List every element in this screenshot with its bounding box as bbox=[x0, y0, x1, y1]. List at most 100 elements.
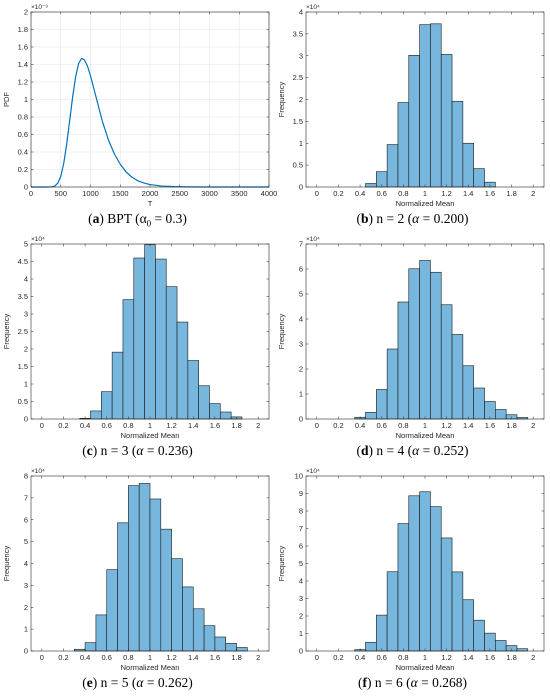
y-tick-label: 9 bbox=[299, 489, 303, 498]
histogram-bar bbox=[386, 144, 399, 188]
y-tick-label: 7 bbox=[24, 493, 28, 502]
x-tick-label: 1.2 bbox=[441, 653, 451, 662]
x-tick-label: 1 bbox=[148, 421, 152, 430]
histogram-bar bbox=[473, 168, 485, 188]
histogram-bar bbox=[462, 365, 474, 420]
x-tick-label: 0.6 bbox=[377, 653, 387, 662]
y-tick-label: 4 bbox=[299, 315, 303, 324]
histogram-bar bbox=[397, 102, 410, 188]
x-axis-label: Normalized Mean bbox=[396, 663, 455, 672]
x-tick-label: 2 bbox=[531, 189, 535, 198]
y-tick-label: 0 bbox=[24, 415, 28, 424]
histogram-bar bbox=[128, 485, 140, 652]
y-tick-label: 0.5 bbox=[18, 397, 28, 406]
histogram-bar bbox=[84, 642, 97, 652]
histogram-bar bbox=[430, 271, 442, 420]
histogram-bar bbox=[440, 54, 453, 188]
histogram-bar bbox=[451, 571, 464, 652]
y-tick-label: 3 bbox=[299, 51, 303, 60]
y-tick-label: 4 bbox=[299, 577, 303, 586]
y-tick-label: 5 bbox=[24, 240, 28, 249]
x-axis-label: Normalized Mean bbox=[396, 199, 455, 208]
histogram-bar bbox=[101, 391, 113, 420]
histogram-bar bbox=[473, 387, 485, 420]
histogram-bar bbox=[220, 411, 232, 420]
y-tick-label: 2.5 bbox=[18, 327, 28, 336]
histogram-bar bbox=[386, 348, 399, 420]
x-tick-label: 2000 bbox=[142, 189, 159, 198]
x-tick-label: 0.8 bbox=[398, 189, 408, 198]
histogram-bar bbox=[473, 619, 485, 652]
y-tick-label: 0.2 bbox=[18, 165, 28, 174]
histogram-bar bbox=[440, 304, 453, 420]
x-tick-label: 0.4 bbox=[355, 653, 365, 662]
histogram-bar bbox=[451, 100, 464, 188]
y-tick-label: 0.4 bbox=[18, 148, 28, 157]
y-tick-label: 1 bbox=[24, 625, 28, 634]
histogram-bar bbox=[155, 258, 167, 420]
histogram-bar bbox=[516, 648, 529, 652]
histogram-bar bbox=[365, 641, 377, 652]
y-exponent-label: ×10⁻³ bbox=[31, 4, 48, 11]
y-tick-label: 1 bbox=[299, 139, 303, 148]
y-tick-label: 8 bbox=[24, 472, 28, 481]
histogram-bar bbox=[111, 351, 124, 420]
y-tick-label: 10 bbox=[295, 472, 303, 481]
x-tick-label: 2 bbox=[531, 653, 535, 662]
x-tick-label: 1.2 bbox=[441, 421, 451, 430]
histogram-bar bbox=[376, 389, 388, 420]
histogram-bar bbox=[408, 495, 420, 652]
panel-e: 0 0.2 0.4 0.6 0.8 1 1.2 1.4 1.6 1.8 2 0 1 2 3 4 5 6 7 8 ×10⁴… bbox=[0, 464, 275, 697]
y-exponent-label: ×10⁴ bbox=[31, 236, 45, 243]
histogram-bar bbox=[187, 360, 199, 420]
histogram-bar bbox=[365, 411, 377, 420]
y-tick-label: 1.4 bbox=[18, 60, 28, 69]
x-tick-label: 0 bbox=[315, 189, 319, 198]
x-tick-label: 1.6 bbox=[210, 421, 220, 430]
y-tick-label: 0 bbox=[24, 183, 28, 192]
histogram-bar bbox=[419, 491, 431, 652]
x-tick-label: 2500 bbox=[171, 189, 188, 198]
x-tick-label: 0.6 bbox=[377, 189, 387, 198]
y-axis-label: PDF bbox=[2, 92, 11, 107]
x-tick-label: 0 bbox=[315, 653, 319, 662]
histogram-bar bbox=[133, 257, 145, 420]
y-axis-label: Frequency bbox=[2, 314, 11, 350]
histogram-bar bbox=[462, 142, 474, 188]
y-exponent-label: ×10⁴ bbox=[306, 468, 320, 475]
x-tick-label: 0.6 bbox=[102, 421, 112, 430]
x-tick-label: 0 bbox=[40, 653, 44, 662]
x-tick-label: 1.6 bbox=[210, 653, 220, 662]
pdf-curve bbox=[31, 57, 269, 188]
histogram-bar bbox=[365, 183, 377, 188]
x-tick-label: 1.4 bbox=[463, 653, 473, 662]
y-tick-label: 6 bbox=[299, 265, 303, 274]
x-tick-label: 1.4 bbox=[188, 653, 198, 662]
y-tick-label: 1 bbox=[299, 390, 303, 399]
y-tick-label: 1 bbox=[24, 380, 28, 389]
y-tick-label: 0.8 bbox=[18, 113, 28, 122]
histogram-bar bbox=[386, 571, 399, 652]
y-tick-label: 1.5 bbox=[18, 362, 28, 371]
y-tick-label: 8 bbox=[299, 507, 303, 516]
histogram-bar bbox=[176, 321, 189, 420]
x-tick-label: 0.2 bbox=[333, 189, 343, 198]
x-tick-label: 1.2 bbox=[166, 421, 176, 430]
x-tick-label: 0.8 bbox=[398, 653, 408, 662]
caption-e: (e) n = 5 (α = 0.262) bbox=[82, 675, 193, 690]
y-tick-label: 4 bbox=[24, 559, 28, 568]
histogram-bar bbox=[430, 23, 442, 188]
x-tick-label: 3500 bbox=[231, 189, 248, 198]
y-axis-label: Frequency bbox=[277, 314, 286, 350]
y-tick-label: 4 bbox=[299, 8, 303, 17]
x-tick-label: 1000 bbox=[82, 189, 99, 198]
histogram-bar bbox=[397, 301, 410, 420]
y-tick-label: 5 bbox=[24, 537, 28, 546]
histogram-bar bbox=[440, 537, 453, 652]
x-tick-label: 1.6 bbox=[485, 421, 495, 430]
panel-b: 0 0.2 0.4 0.6 0.8 1 1.2 1.4 1.6 1.8 2 0 0.5 1 1.5 2 2.5 3… bbox=[275, 0, 550, 232]
histogram-bar bbox=[451, 334, 464, 420]
histogram-bar bbox=[138, 483, 151, 652]
y-tick-label: 2 bbox=[299, 612, 303, 621]
x-tick-label: 4000 bbox=[261, 189, 278, 198]
